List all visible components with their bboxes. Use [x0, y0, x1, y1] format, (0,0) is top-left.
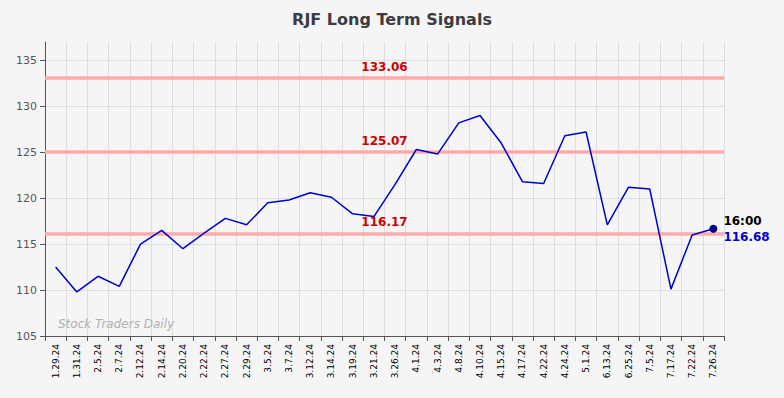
svg-text:16:00: 16:00 [723, 214, 761, 228]
svg-text:4.10.24: 4.10.24 [475, 344, 485, 379]
svg-text:7.5.24: 7.5.24 [645, 344, 655, 373]
svg-text:6.13.24: 6.13.24 [602, 344, 612, 379]
svg-text:133.06: 133.06 [361, 60, 407, 74]
svg-text:2.22.24: 2.22.24 [199, 344, 209, 379]
svg-text:7.26.24: 7.26.24 [708, 344, 718, 379]
svg-text:RJF Long Term Signals: RJF Long Term Signals [292, 10, 492, 29]
svg-text:3.21.24: 3.21.24 [369, 344, 379, 379]
svg-text:5.1.24: 5.1.24 [581, 344, 591, 373]
svg-text:125: 125 [16, 146, 37, 159]
svg-text:3.12.24: 3.12.24 [305, 344, 315, 379]
svg-text:3.26.24: 3.26.24 [390, 344, 400, 379]
svg-text:4.17.24: 4.17.24 [517, 344, 527, 379]
svg-text:4.24.24: 4.24.24 [560, 344, 570, 379]
svg-text:4.1.24: 4.1.24 [411, 344, 421, 373]
svg-text:7.17.24: 7.17.24 [666, 344, 676, 379]
svg-text:6.25.24: 6.25.24 [624, 344, 634, 379]
svg-text:115: 115 [16, 238, 37, 251]
svg-text:3.14.24: 3.14.24 [326, 344, 336, 379]
svg-text:116.68: 116.68 [723, 230, 769, 244]
svg-text:4.8.24: 4.8.24 [454, 344, 464, 373]
svg-text:2.12.24: 2.12.24 [135, 344, 145, 379]
svg-text:2.20.24: 2.20.24 [178, 344, 188, 379]
svg-text:135: 135 [16, 54, 37, 67]
svg-text:3.5.24: 3.5.24 [263, 344, 273, 373]
svg-text:120: 120 [16, 192, 37, 205]
svg-text:2.27.24: 2.27.24 [220, 344, 230, 379]
svg-text:7.22.24: 7.22.24 [687, 344, 697, 379]
svg-text:116.17: 116.17 [361, 215, 407, 229]
svg-text:4.15.24: 4.15.24 [496, 344, 506, 379]
svg-text:2.7.24: 2.7.24 [114, 344, 124, 373]
svg-text:3.7.24: 3.7.24 [284, 344, 294, 373]
svg-text:1.29.24: 1.29.24 [51, 344, 61, 379]
svg-text:2.5.24: 2.5.24 [93, 344, 103, 373]
svg-text:130: 130 [16, 100, 37, 113]
svg-text:105: 105 [16, 330, 37, 343]
svg-text:2.14.24: 2.14.24 [157, 344, 167, 379]
svg-text:1.31.24: 1.31.24 [72, 344, 82, 379]
svg-text:125.07: 125.07 [361, 134, 407, 148]
svg-text:4.22.24: 4.22.24 [539, 344, 549, 379]
svg-text:3.19.24: 3.19.24 [348, 344, 358, 379]
svg-text:2.29.24: 2.29.24 [242, 344, 252, 379]
svg-text:4.3.24: 4.3.24 [433, 344, 443, 373]
svg-text:Stock Traders Daily: Stock Traders Daily [58, 317, 175, 331]
svg-text:110: 110 [16, 284, 37, 297]
